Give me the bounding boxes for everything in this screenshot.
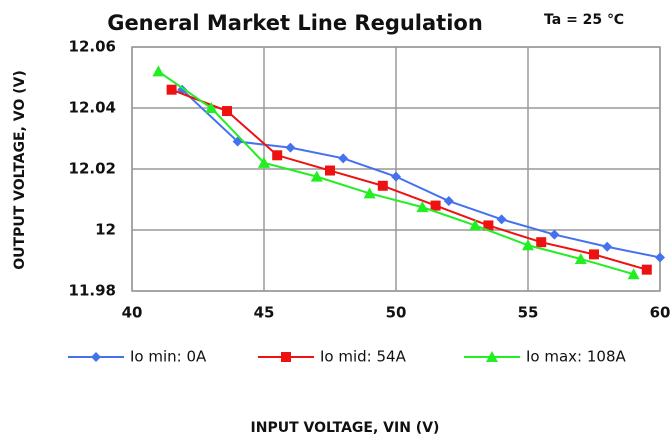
chart-title: General Market Line Regulation: [107, 11, 483, 35]
y-tick-label: 12.06: [69, 38, 116, 56]
marker: [391, 171, 401, 182]
x-axis-label: INPUT VOLTAGE, VIN (V): [251, 420, 440, 436]
marker: [486, 351, 498, 362]
legend-label: Io min: 0A: [130, 348, 207, 366]
y-tick-label: 12: [95, 221, 116, 239]
marker: [285, 142, 296, 153]
marker: [522, 239, 534, 251]
legend-label: Io max: 108A: [526, 348, 627, 366]
legend-label: Io mid: 54A: [320, 348, 407, 366]
marker: [416, 201, 429, 213]
marker: [166, 84, 177, 95]
marker: [325, 165, 335, 176]
y-tick-label: 12.04: [69, 99, 116, 117]
marker: [641, 264, 652, 275]
y-axis-label: OUTPUT VOLTAGE, VO (V): [12, 70, 28, 270]
plot-border: [131, 46, 661, 292]
marker: [338, 153, 349, 164]
marker: [91, 352, 101, 362]
marker: [496, 214, 507, 225]
series-line: [171, 88, 648, 271]
marker: [589, 249, 599, 260]
y-tick-label: 12.02: [69, 160, 116, 178]
marker: [483, 220, 494, 231]
x-tick-label: 60: [650, 304, 671, 322]
series-line: [181, 88, 661, 259]
marker: [549, 229, 560, 240]
x-tick-label: 55: [518, 304, 539, 322]
marker: [281, 352, 291, 362]
marker: [469, 219, 482, 231]
marker: [443, 196, 454, 207]
marker: [627, 268, 640, 280]
series-line: [157, 70, 634, 276]
marker: [363, 187, 376, 199]
marker: [310, 170, 323, 182]
x-tick-label: 45: [254, 304, 275, 322]
marker: [655, 252, 665, 263]
y-tick-label: 11.98: [69, 282, 116, 300]
marker: [152, 65, 165, 77]
marker: [602, 241, 613, 252]
marker: [536, 237, 547, 248]
marker: [377, 180, 388, 191]
marker: [574, 252, 587, 264]
marker: [430, 200, 441, 211]
x-tick-label: 40: [122, 304, 143, 322]
marker: [272, 150, 283, 161]
annotation: Ta = 25 ℃: [544, 12, 624, 28]
marker: [205, 102, 218, 113]
marker: [258, 156, 270, 168]
marker: [222, 106, 233, 117]
x-tick-label: 50: [386, 304, 407, 322]
